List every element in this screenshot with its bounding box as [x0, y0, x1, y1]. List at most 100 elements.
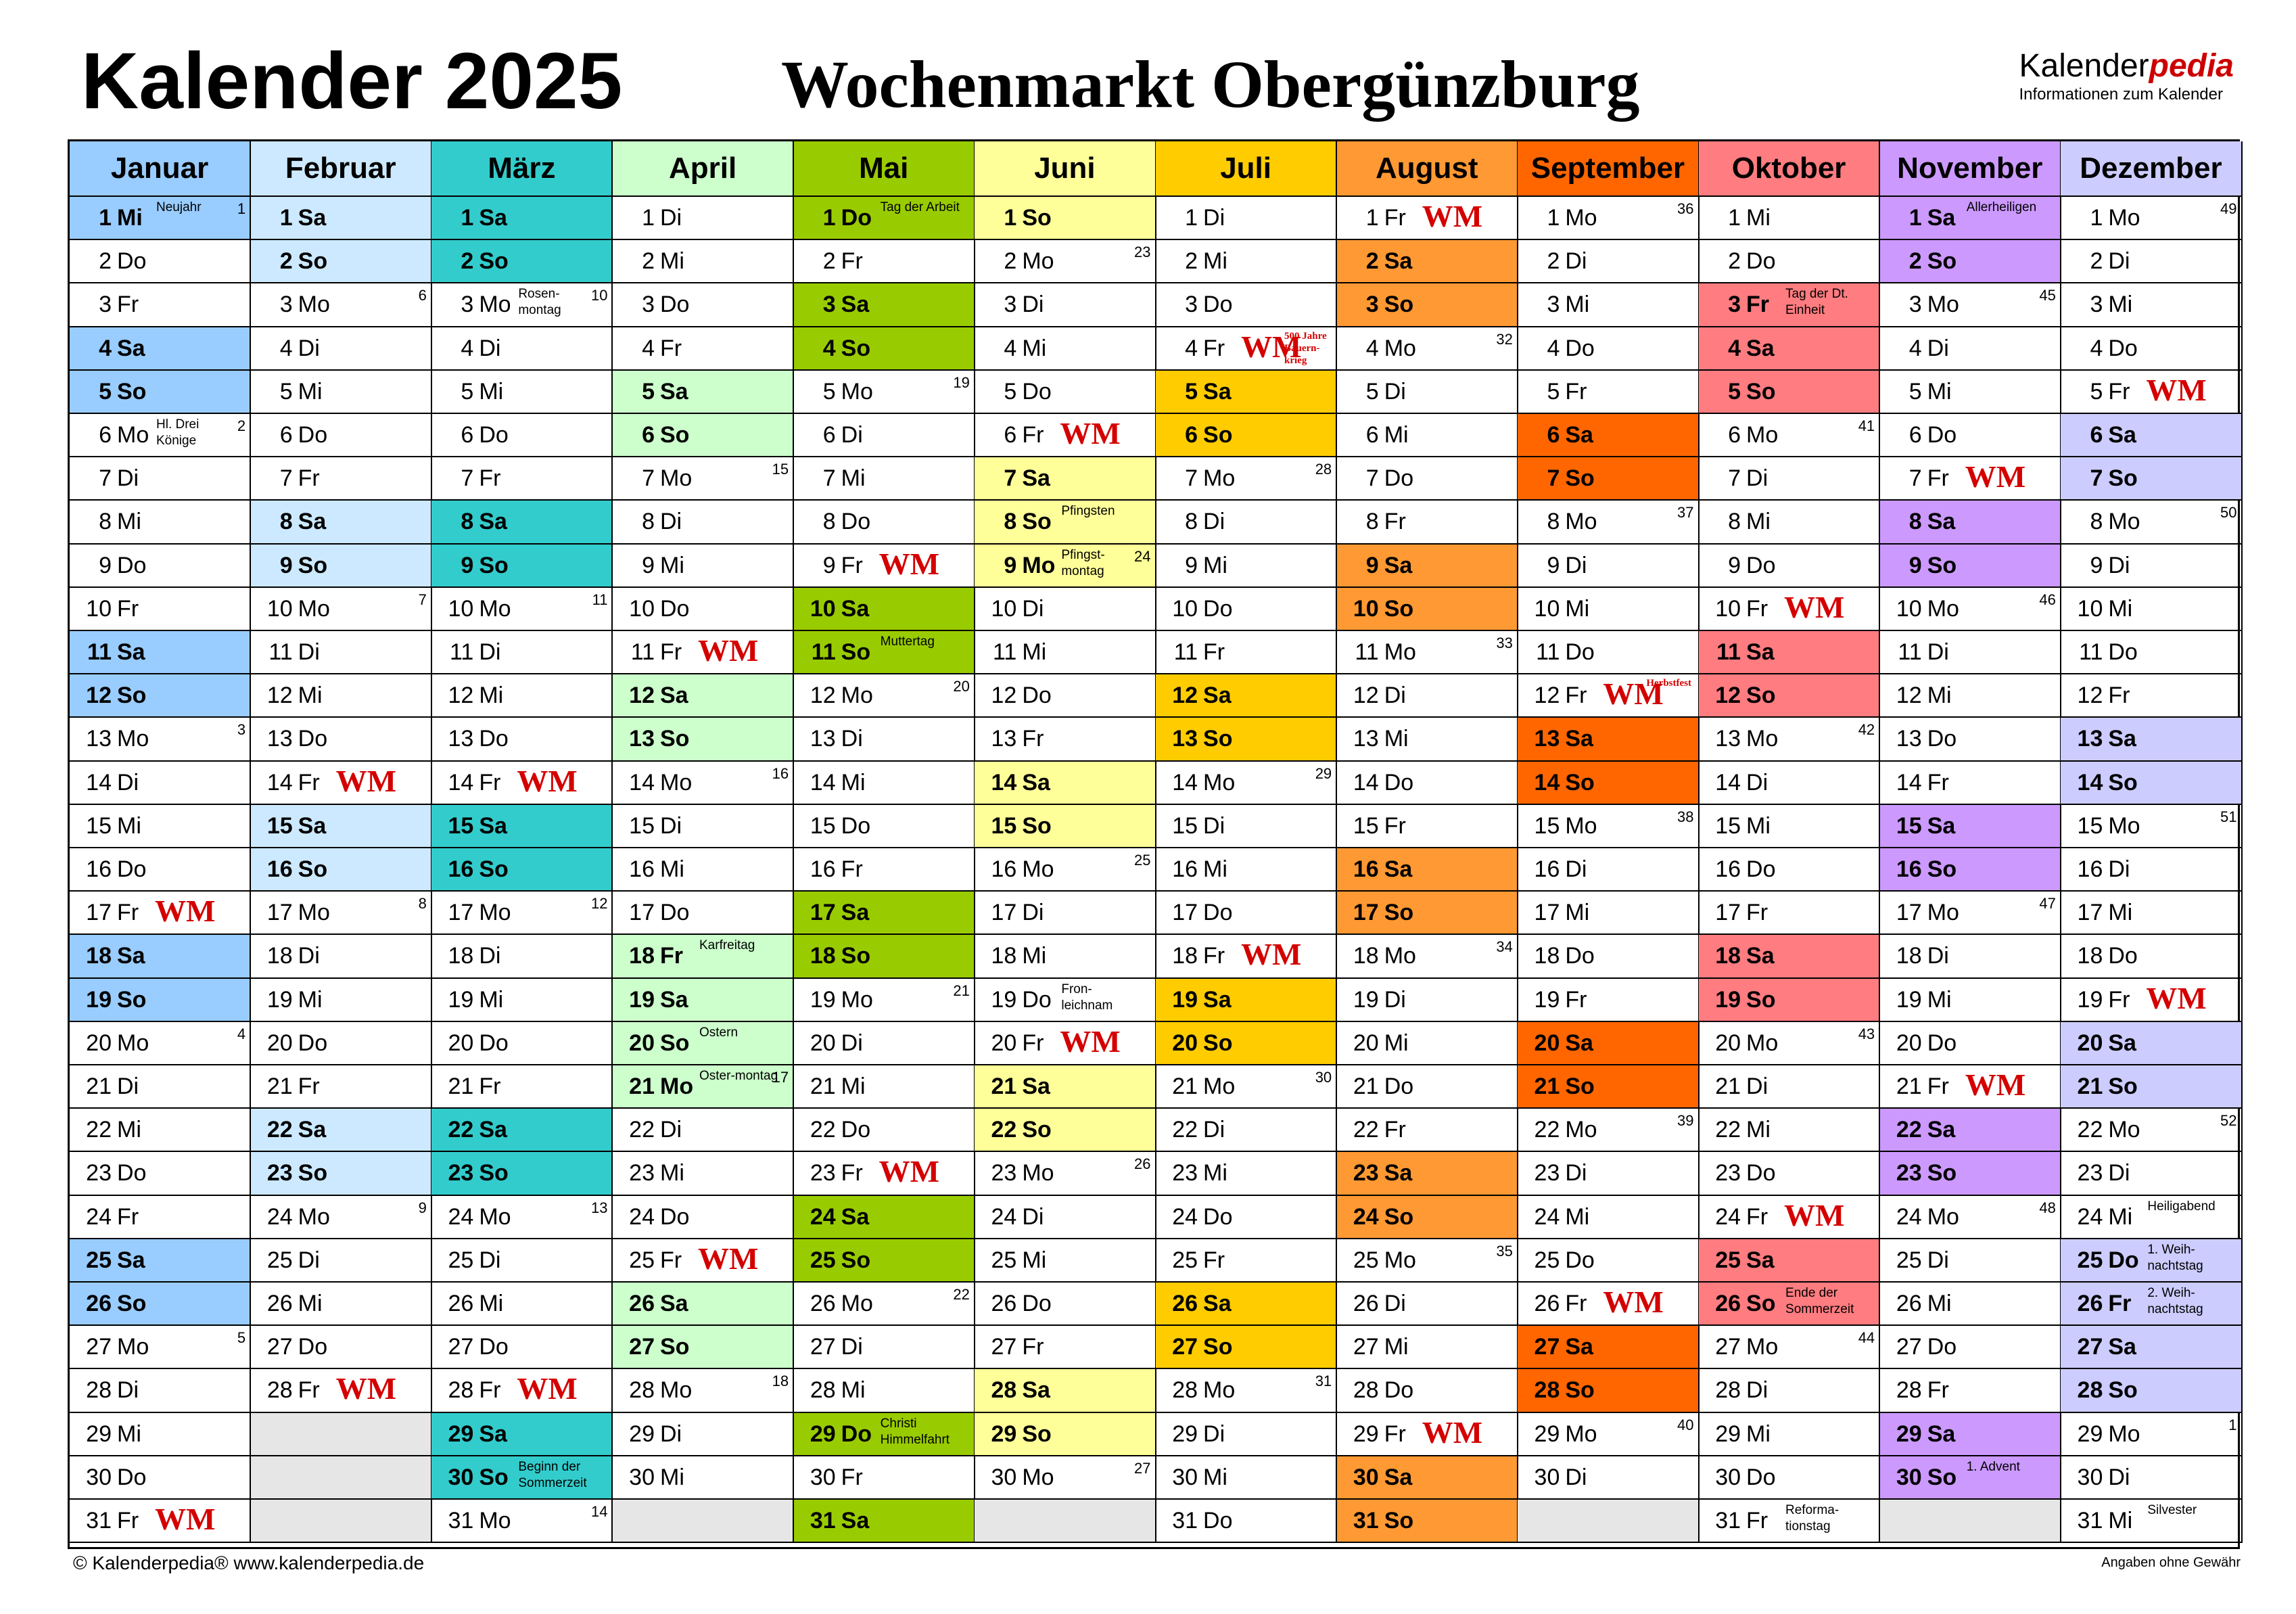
day-cell[interactable]: 17 Mo 47 [1879, 892, 2061, 936]
day-cell[interactable]: 9 Mo 24 Pfingst-montag [975, 544, 1156, 588]
day-cell[interactable]: 21 Mo 17 Oster-montag [613, 1065, 795, 1109]
day-cell[interactable]: 13 Di [793, 718, 975, 762]
day-cell[interactable]: 27 Mo 44 [1699, 1326, 1881, 1370]
day-cell[interactable]: 5 Do [975, 370, 1156, 414]
day-cell[interactable]: 30 Do [70, 1456, 252, 1500]
day-cell[interactable]: 11 Fr WM [613, 631, 795, 675]
day-cell[interactable]: 22 Do [793, 1109, 975, 1153]
day-cell[interactable]: 30 Sa [1336, 1456, 1518, 1500]
day-cell[interactable]: 24 Mi Heiligabend [2061, 1195, 2243, 1239]
day-cell[interactable]: 22 Di [1156, 1109, 1338, 1153]
day-cell[interactable]: 6 Sa [2061, 414, 2243, 458]
day-cell[interactable]: 3 So [1336, 283, 1518, 327]
day-cell[interactable]: 20 So Ostern [613, 1021, 795, 1065]
day-cell[interactable]: 18 Mo 34 [1336, 935, 1518, 979]
day-cell[interactable]: 25 So [793, 1239, 975, 1283]
day-cell[interactable]: 30 Di [2061, 1456, 2243, 1500]
day-cell[interactable]: 18 Fr Karfreitag [613, 935, 795, 979]
day-cell[interactable]: 7 Do [1336, 457, 1518, 501]
day-cell[interactable]: 30 Fr [793, 1456, 975, 1500]
day-cell[interactable]: 4 Mo 32 [1336, 327, 1518, 371]
day-cell[interactable]: 14 Mo 29 [1156, 761, 1338, 805]
day-cell[interactable]: 29 Mi [70, 1412, 252, 1456]
day-cell[interactable]: 7 Fr [250, 457, 432, 501]
day-cell[interactable]: 4 Di [250, 327, 432, 371]
day-cell[interactable]: 13 Do [250, 718, 432, 762]
day-cell[interactable]: 13 Do [1879, 718, 2061, 762]
day-cell[interactable]: 7 Mo 28 [1156, 457, 1338, 501]
day-cell[interactable]: 3 Mi [2061, 283, 2243, 327]
day-cell[interactable]: 18 Sa [1699, 935, 1881, 979]
day-cell[interactable]: 19 Mi [1879, 978, 2061, 1022]
day-cell[interactable]: 16 So [1879, 848, 2061, 892]
day-cell[interactable]: 23 So [250, 1152, 432, 1196]
day-cell[interactable]: 26 Do [975, 1283, 1156, 1327]
day-cell[interactable]: 16 Mi [1156, 848, 1338, 892]
day-cell[interactable]: 13 Fr [975, 718, 1156, 762]
day-cell[interactable]: 10 Mo 11 [431, 587, 613, 631]
day-cell[interactable]: 28 Fr [1879, 1369, 2061, 1413]
day-cell[interactable]: 12 Di [1336, 674, 1518, 718]
day-cell[interactable]: 14 Di [1699, 761, 1881, 805]
day-cell[interactable]: 27 Do [250, 1326, 432, 1370]
day-cell[interactable]: 21 Di [70, 1065, 252, 1109]
day-cell[interactable]: 1 Sa Allerheiligen [1879, 197, 2061, 241]
day-cell[interactable]: 21 So [1518, 1065, 1700, 1109]
day-cell[interactable]: 23 Di [2061, 1152, 2243, 1196]
day-cell[interactable]: 15 Di [1156, 804, 1338, 848]
day-cell[interactable]: 17 Mo 12 [431, 892, 613, 936]
day-cell[interactable]: 6 Do [431, 414, 613, 458]
day-cell[interactable]: 20 Mo 4 [70, 1021, 252, 1065]
day-cell[interactable]: 17 Do [613, 892, 795, 936]
day-cell[interactable]: 9 So [1879, 544, 2061, 588]
day-cell[interactable]: 1 Sa [431, 197, 613, 241]
day-cell[interactable]: 26 Mo 22 [793, 1283, 975, 1327]
day-cell[interactable]: 11 Mi [975, 631, 1156, 675]
day-cell[interactable]: 4 Di [431, 327, 613, 371]
day-cell[interactable]: 10 Fr [70, 587, 252, 631]
day-cell[interactable]: 15 Sa [1879, 804, 2061, 848]
day-cell[interactable]: 22 Mo 52 [2061, 1109, 2243, 1153]
day-cell[interactable]: 1 Sa [250, 197, 432, 241]
day-cell[interactable]: 19 Mi [250, 978, 432, 1022]
day-cell[interactable]: 15 Do [793, 804, 975, 848]
day-cell[interactable]: 3 Sa [793, 283, 975, 327]
day-cell[interactable]: 2 Do [1699, 240, 1881, 284]
day-cell[interactable]: 25 Do [1518, 1239, 1700, 1283]
day-cell[interactable]: 29 Di [613, 1412, 795, 1456]
day-cell[interactable]: 25 Di [250, 1239, 432, 1283]
day-cell[interactable]: 26 Di [1336, 1283, 1518, 1327]
day-cell[interactable]: 6 Mo 41 [1699, 414, 1881, 458]
day-cell[interactable]: 4 So [793, 327, 975, 371]
day-cell[interactable]: 24 Do [1156, 1195, 1338, 1239]
day-cell[interactable]: 6 So [1156, 414, 1338, 458]
day-cell[interactable]: 7 Fr [431, 457, 613, 501]
day-cell[interactable]: 16 Do [1699, 848, 1881, 892]
day-cell[interactable]: 26 Sa [1156, 1283, 1338, 1327]
day-cell[interactable]: 26 Mi [431, 1283, 613, 1327]
day-cell[interactable]: 13 Mo 42 [1699, 718, 1881, 762]
day-cell[interactable]: 24 Fr [70, 1195, 252, 1239]
day-cell[interactable]: 30 Do [1699, 1456, 1881, 1500]
day-cell[interactable]: 3 Di [975, 283, 1156, 327]
day-cell[interactable]: 22 Mo 39 [1518, 1109, 1700, 1153]
day-cell[interactable]: 23 Do [70, 1152, 252, 1196]
day-cell[interactable]: 21 Do [1336, 1065, 1518, 1109]
day-cell[interactable]: 4 Do [1518, 327, 1700, 371]
day-cell[interactable]: 23 Do [1699, 1152, 1881, 1196]
day-cell[interactable]: 3 Fr [70, 283, 252, 327]
day-cell[interactable]: 24 Mo 48 [1879, 1195, 2061, 1239]
day-cell[interactable]: 12 Sa [1156, 674, 1338, 718]
day-cell[interactable]: 20 Do [1879, 1021, 2061, 1065]
day-cell[interactable]: 18 Fr WM [1156, 935, 1338, 979]
brand-logo[interactable]: Kalenderpedia Informationen zum Kalender [2019, 47, 2234, 104]
day-cell[interactable]: 28 Fr WM [431, 1369, 613, 1413]
day-cell[interactable]: 17 So [1336, 892, 1518, 936]
day-cell[interactable]: 14 Fr WM [431, 761, 613, 805]
day-cell[interactable]: 11 Do [1518, 631, 1700, 675]
day-cell[interactable]: 11 Di [250, 631, 432, 675]
day-cell[interactable]: 2 Di [1518, 240, 1700, 284]
day-cell[interactable]: 30 So 1. Advent [1879, 1456, 2061, 1500]
day-cell[interactable]: 11 Di [431, 631, 613, 675]
day-cell[interactable]: 9 Do [70, 544, 252, 588]
